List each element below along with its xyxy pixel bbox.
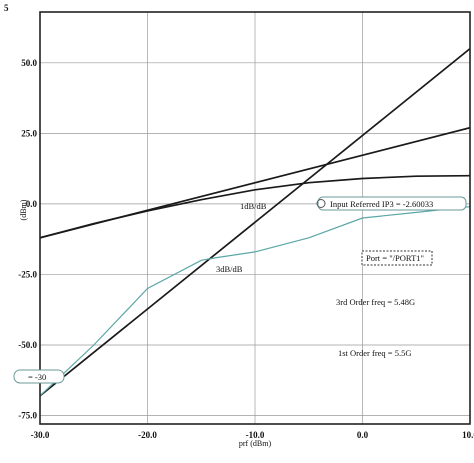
port-label: Port = "/PORT1" [366, 253, 424, 263]
y-tick-label: -75.0 [18, 411, 37, 421]
series-layer [40, 48, 470, 397]
x-marker-label: = -30 [28, 372, 46, 382]
x-marker-box [13, 369, 65, 384]
iip3-callout: Input Referred IP3 = -2.60033 [316, 196, 467, 211]
x-tick-label: -30.0 [31, 430, 50, 440]
port-callout-box [361, 250, 433, 266]
slope-3db-label: 3dB/dB [216, 264, 243, 274]
iip3-callout-marker [316, 199, 326, 208]
slope-1db-label: 1dB/dB [240, 201, 267, 211]
first-order-freq-label: 1st Order freq = 5.5G [338, 348, 411, 358]
x-marker-callout: = -30 [13, 369, 65, 384]
y-tick-label: 0.0 [26, 199, 38, 209]
top-partial-tick: 5 [4, 3, 9, 13]
x-tick-label: 10.0 [462, 430, 474, 440]
x-axis-title: prf (dBm) [239, 439, 272, 448]
tick-label-layer: -30.0 -20.0 -10.0 0.0 10.0 50.0 25.0 0.0 -25.0 -5… [18, 58, 474, 440]
y-tick-label: -25.0 [18, 269, 37, 279]
iip3-callout-box [317, 196, 467, 211]
y-tick-label: 50.0 [21, 58, 37, 68]
series-line-1 [40, 48, 470, 397]
y-tick-label: -50.0 [18, 340, 37, 350]
series-line-3 [40, 174, 470, 239]
y-axis-title: (dBm) [19, 199, 28, 220]
port-callout: Port = "/PORT1" [361, 250, 433, 266]
plot-frame [39, 11, 471, 425]
third-order-freq-label: 3rd Order freq = 5.48G [336, 297, 415, 307]
series-line-4 [40, 206, 470, 397]
y-tick-label: 25.0 [21, 128, 37, 138]
x-tick-label: 0.0 [357, 430, 369, 440]
x-tick-label: -20.0 [138, 430, 157, 440]
grid-layer [39, 12, 471, 424]
x-tick-label: -10.0 [246, 430, 265, 440]
iip3-label: Input Referred IP3 = -2.60033 [330, 199, 433, 209]
